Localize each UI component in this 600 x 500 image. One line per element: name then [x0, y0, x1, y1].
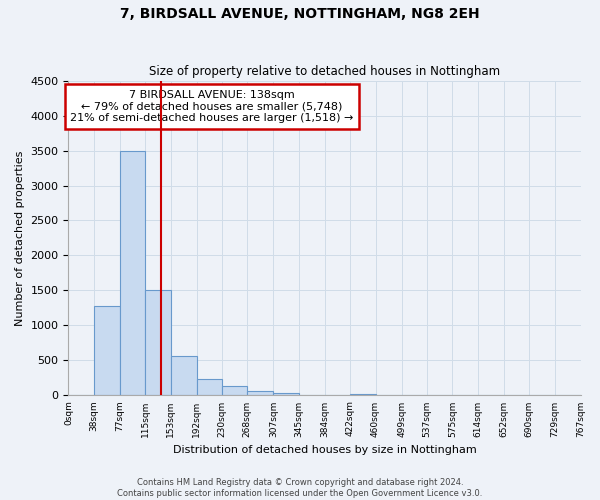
Bar [274, 394, 299, 396]
Bar [145, 290, 170, 396]
Bar [197, 378, 222, 396]
Text: 7, BIRDSALL AVENUE, NOTTINGHAM, NG8 2EH: 7, BIRDSALL AVENUE, NOTTINGHAM, NG8 2EH [120, 8, 480, 22]
Bar [222, 386, 247, 396]
X-axis label: Distribution of detached houses by size in Nottingham: Distribution of detached houses by size … [173, 445, 476, 455]
Bar [247, 390, 274, 396]
Text: Contains HM Land Registry data © Crown copyright and database right 2024.
Contai: Contains HM Land Registry data © Crown c… [118, 478, 482, 498]
Y-axis label: Number of detached properties: Number of detached properties [15, 150, 25, 326]
Bar [170, 356, 197, 396]
Text: 7 BIRDSALL AVENUE: 138sqm
← 79% of detached houses are smaller (5,748)
21% of se: 7 BIRDSALL AVENUE: 138sqm ← 79% of detac… [70, 90, 353, 123]
Bar [94, 306, 120, 396]
Bar [350, 394, 376, 396]
Title: Size of property relative to detached houses in Nottingham: Size of property relative to detached ho… [149, 65, 500, 78]
Bar [120, 150, 145, 396]
